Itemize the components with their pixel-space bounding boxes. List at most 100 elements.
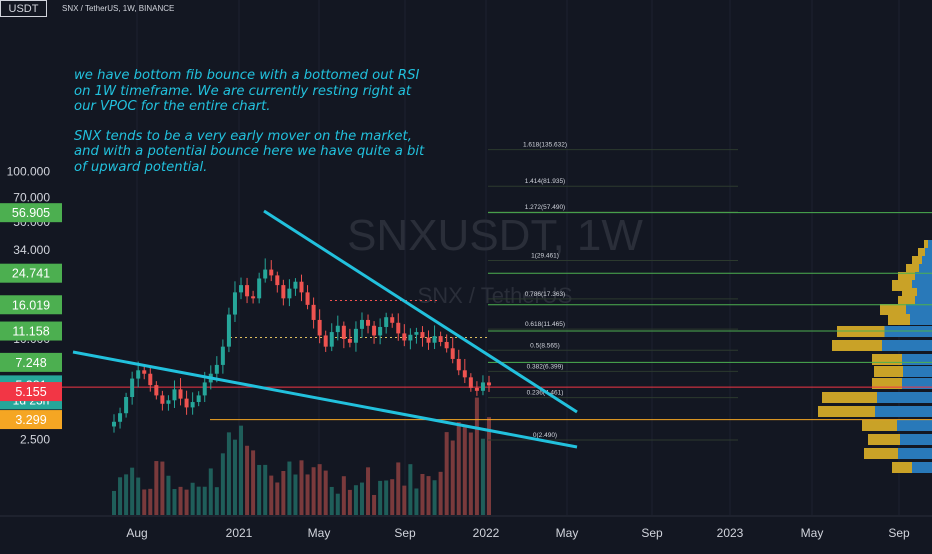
volume-bar [251,450,255,515]
candle-body [221,347,225,365]
volume-bar [148,489,152,515]
candle-body [475,388,479,391]
fib-level-label: 1.272(57.490) [525,204,565,211]
volume-bar [263,465,267,515]
volume-bar [366,467,370,515]
volume-bar [154,461,158,515]
x-tick-label: 2022 [473,526,500,540]
candle-body [287,289,291,299]
volume-bar [245,446,249,515]
candle-body [312,305,316,320]
profile-bar-up [877,392,932,403]
candle-body [469,377,473,388]
profile-bar-up [900,434,932,445]
volume-bar [269,476,273,515]
fib-level-label: 0.5(8.565) [530,342,560,349]
candle-body [172,389,176,400]
candle-body [269,270,273,276]
candle-body [481,382,485,390]
volume-bar [439,472,443,515]
y-tick-label: 70.000 [13,191,50,205]
candle-body [179,389,183,398]
volume-bar [463,427,467,515]
candle-body [233,292,237,314]
price-badge-label: 24.741 [12,267,50,281]
candle-body [275,275,279,285]
price-badge-label: 11.158 [12,325,49,339]
volume-bar [396,462,400,515]
price-badge-label: 3.299 [15,413,46,427]
x-tick-label: 2021 [226,526,253,540]
price-axis[interactable]: 100.00070.00050.00034.00010.0002.50056.9… [0,165,62,447]
price-badge-label: 5.155 [15,385,46,399]
y-tick-label: 100.000 [7,165,51,179]
volume-bar [336,494,340,515]
profile-bar-up [875,406,932,417]
y-tick-label: 2.500 [20,433,50,447]
volume-bar [312,467,316,515]
profile-bar-up [897,420,932,431]
price-badge-label: 7.248 [15,356,46,370]
candle-body [154,385,158,395]
candle-body [487,382,491,385]
profile-bar-down [868,434,900,445]
annotation-paragraph-1: we have bottom fib bounce with a bottome… [74,68,434,115]
volume-bar [293,474,297,515]
candle-body [451,348,455,359]
annotation-paragraph-2: SNX tends to be a very early mover on th… [74,129,434,176]
candle-body [130,379,134,397]
candle-body [354,329,358,343]
candle-body [124,397,128,413]
volume-bar [402,486,406,515]
candle-body [372,326,376,336]
candle-body [457,359,461,370]
volume-bar [348,490,352,515]
volume-bar [275,482,279,515]
candle-body [136,370,140,378]
candle-body [396,323,400,334]
volume-bar [372,495,376,515]
volume-bar [179,487,183,515]
currency-badge[interactable]: USDT [0,0,47,17]
volume-bar [215,487,219,515]
profile-bar-up [882,340,932,351]
volume-bar [136,478,140,515]
volume-bar [354,485,358,515]
candle-body [402,333,406,340]
candle-body [203,382,207,395]
volume-bar [451,440,455,515]
volume-bar [457,422,461,515]
volume-bar [481,439,485,515]
candle-body [306,292,310,304]
volume-bar [172,489,176,515]
candle-body [420,332,424,337]
candle-body [197,395,201,402]
profile-bar-down [864,448,898,459]
profile-bar-down [822,392,877,403]
candle-body [445,342,449,348]
profile-bar-up [912,462,932,473]
profile-bar-down [888,314,910,325]
price-badge-label: 16.019 [12,298,50,312]
volume-bar [209,468,213,515]
candle-body [300,282,304,293]
candle-body [427,338,431,343]
fib-level-label: 0.382(6.399) [527,363,564,370]
volume-bar [281,471,285,515]
fib-level-label: 0.618(11.465) [525,321,565,328]
profile-bar-up [906,304,932,315]
candle-body [360,320,364,329]
profile-bar-down [818,406,875,417]
candle-body [160,395,164,403]
candle-body [390,317,394,323]
candle-body [463,370,467,377]
candle-body [166,400,170,403]
volume-bar [124,474,128,515]
candle-body [439,336,443,342]
profile-bar-down [892,462,912,473]
volume-bar [360,483,364,515]
volume-bar [118,477,122,515]
candle-body [239,285,243,292]
candle-body [336,326,340,332]
